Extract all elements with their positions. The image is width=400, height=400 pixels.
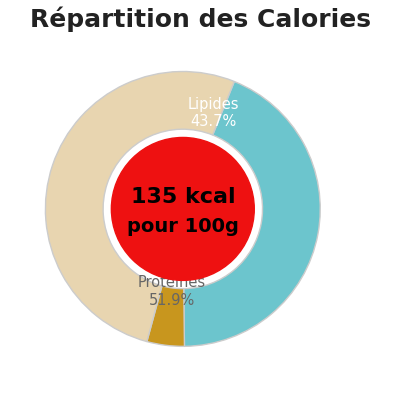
Title: Répartition des Calories: Répartition des Calories [30,7,370,32]
Text: Protéines
51.9%: Protéines 51.9% [138,275,206,308]
Wedge shape [45,72,234,342]
Wedge shape [147,286,184,346]
Text: Lipides
43.7%: Lipides 43.7% [187,96,239,129]
Wedge shape [184,82,320,346]
Text: pour 100g: pour 100g [127,217,239,236]
Text: Sucres
4.4%: Sucres 4.4% [331,187,380,220]
Circle shape [111,138,254,280]
Text: 135 kcal: 135 kcal [130,186,235,206]
